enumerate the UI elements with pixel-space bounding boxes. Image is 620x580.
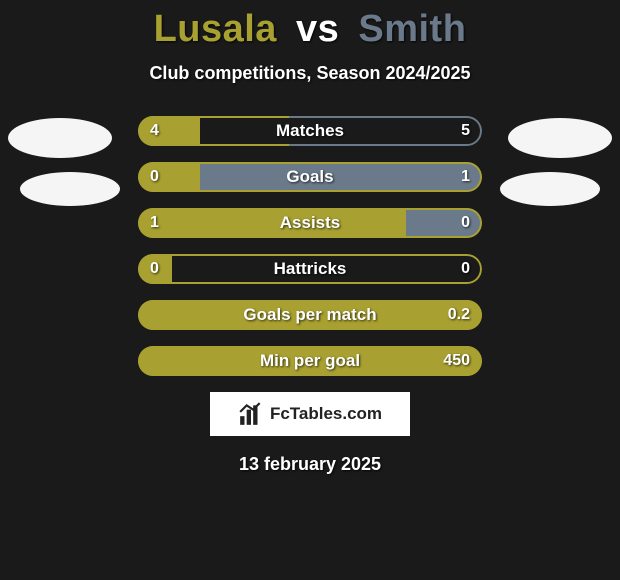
player1-avatar-bottom xyxy=(20,172,120,206)
stat-row: Min per goal 450 xyxy=(138,346,482,376)
stat-fill-right xyxy=(200,162,482,192)
stat-fill-left xyxy=(138,208,406,238)
stat-label: Goals per match xyxy=(243,305,376,325)
player1-name: Lusala xyxy=(154,8,277,50)
date-text: 13 february 2025 xyxy=(0,454,620,475)
stat-fill-right xyxy=(406,208,482,238)
stat-value-right: 1 xyxy=(461,168,470,186)
stat-row: Goals 0 1 xyxy=(138,162,482,192)
stat-value-left: 0 xyxy=(150,260,159,278)
player2-avatar-top xyxy=(508,118,612,158)
stats-bars-container: Matches45Goals01Assists10Hattricks00Goal… xyxy=(138,116,482,376)
stat-label: Matches xyxy=(276,121,344,141)
stat-label: Goals xyxy=(286,167,333,187)
stat-value-right: 0.2 xyxy=(448,306,470,324)
stat-fill-left xyxy=(138,162,200,192)
stat-value-right: 0 xyxy=(461,260,470,278)
stat-label: Hattricks xyxy=(274,259,347,279)
stat-fill-left xyxy=(138,116,200,146)
player1-avatar-top xyxy=(8,118,112,158)
bar-chart-icon xyxy=(238,401,264,427)
stat-value-left: 1 xyxy=(150,214,159,232)
stat-value-left: 0 xyxy=(150,168,159,186)
fctables-logo-box: FcTables.com xyxy=(210,392,410,436)
stat-label: Min per goal xyxy=(260,351,360,371)
vs-text: vs xyxy=(296,8,339,50)
logo-text: FcTables.com xyxy=(270,404,382,424)
stat-row: Matches 4 5 xyxy=(138,116,482,146)
subtitle: Club competitions, Season 2024/2025 xyxy=(0,63,620,84)
player2-avatar-bottom xyxy=(500,172,600,206)
stat-row: Goals per match 0.2 xyxy=(138,300,482,330)
stat-value-right: 450 xyxy=(443,352,470,370)
player2-name: Smith xyxy=(358,8,466,50)
stat-value-left: 4 xyxy=(150,122,159,140)
stat-value-right: 5 xyxy=(461,122,470,140)
stat-label: Assists xyxy=(280,213,340,233)
stat-row: Hattricks 0 0 xyxy=(138,254,482,284)
stat-row: Assists 1 0 xyxy=(138,208,482,238)
stat-value-right: 0 xyxy=(461,214,470,232)
comparison-title: Lusala vs Smith xyxy=(0,0,620,51)
